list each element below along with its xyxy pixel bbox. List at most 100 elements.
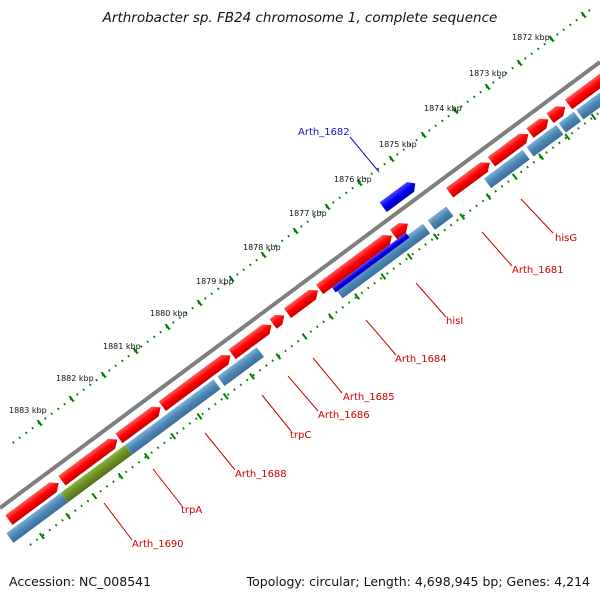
scale-tick (301, 333, 308, 340)
cds-forward[interactable] (389, 219, 412, 240)
label-hisG[interactable]: hisG (555, 233, 577, 244)
cds-forward[interactable] (58, 435, 121, 486)
gene-label-leaders (103, 136, 554, 541)
cds-forward-right-edge[interactable] (564, 67, 600, 110)
rna-gene[interactable] (60, 444, 133, 503)
scale-tick (380, 273, 387, 280)
cds-forward[interactable] (446, 158, 493, 198)
label-trpA[interactable]: trpA (181, 505, 202, 516)
accession-text: Accession: NC_008541 (9, 574, 152, 589)
label-arth-1686[interactable]: Arth_1686 (318, 410, 370, 421)
cds-reverse[interactable] (558, 111, 582, 133)
cds-arth-1684[interactable] (332, 232, 410, 293)
kbp-label: 1873 kbp (469, 69, 507, 78)
scale-tick (38, 532, 45, 540)
scale-tick (260, 251, 267, 259)
cds-reverse-right-edge[interactable] (576, 83, 600, 120)
scale-tick (433, 233, 439, 241)
cds-forward[interactable] (526, 115, 552, 138)
leader-arth-1684 (365, 319, 397, 356)
cds-forward[interactable] (269, 311, 287, 329)
kbp-label: 1879 kbp (196, 277, 234, 286)
leader-arth-1686 (287, 375, 319, 412)
scale-tick (459, 213, 466, 221)
cds-forward[interactable] (158, 351, 234, 411)
leader-trpA (152, 468, 183, 507)
label-arth-1682[interactable]: Arth_1682 (298, 127, 350, 138)
cds-reverse[interactable] (335, 223, 431, 299)
scale-tick (580, 11, 587, 19)
cds-forward[interactable] (316, 231, 395, 295)
cds-forward[interactable] (487, 129, 532, 167)
scale-tick (249, 372, 255, 380)
scale-tick (516, 59, 523, 67)
leader-arth-1682 (349, 136, 380, 173)
scale-tick (164, 323, 171, 331)
kbp-label: 1881 kbp (103, 342, 141, 351)
kbp-label: 1874 kbp (424, 104, 462, 113)
scale-tick (170, 432, 177, 440)
label-arth-1688[interactable]: Arth_1688 (235, 469, 287, 480)
label-arth-1681[interactable]: Arth_1681 (512, 265, 564, 276)
kbp-label: 1880 kbp (150, 309, 188, 318)
cds-forward[interactable] (228, 320, 275, 360)
outer-major-ticks (36, 11, 587, 427)
cds-forward[interactable] (115, 403, 164, 444)
kbp-label: 1875 kbp (379, 140, 417, 149)
scale-tick (484, 83, 491, 91)
scale-tick (327, 313, 334, 320)
leader-arth-1690 (103, 502, 133, 541)
leader-arth-1685 (312, 357, 343, 394)
kbp-labels: 1872 kbp 1873 kbp 1874 kbp 1875 kbp 1876… (9, 33, 550, 415)
scale-tick (91, 492, 98, 500)
kbp-label: 1878 kbp (243, 243, 281, 252)
cds-reverse[interactable] (217, 347, 264, 387)
leader-trpC (261, 394, 292, 432)
scale-tick (538, 153, 545, 161)
label-trpC[interactable]: trpC (290, 430, 311, 441)
scale-tick (388, 155, 395, 163)
scale-tick (144, 452, 150, 460)
scale-tick (36, 419, 43, 427)
cds-forward[interactable] (283, 286, 322, 318)
scale-tick (564, 133, 571, 141)
scale-tick (228, 275, 235, 283)
cds-forward-left-edge[interactable] (5, 478, 62, 525)
cds-reverse[interactable] (125, 379, 221, 455)
cds-reverse-arth-1690[interactable] (6, 492, 69, 543)
cds-reverse[interactable] (483, 149, 530, 189)
scale-tick (590, 113, 597, 121)
outer-scale-dots (9, 9, 591, 446)
scale-tick (196, 412, 203, 420)
cds-forward[interactable] (546, 102, 568, 124)
label-arth-1690[interactable]: Arth_1690 (132, 539, 184, 550)
leader-arth-1681 (481, 231, 513, 267)
scale-tick (132, 347, 139, 355)
label-arth-1684[interactable]: Arth_1684 (395, 354, 447, 365)
kbp-label: 1876 kbp (334, 175, 372, 184)
cds-reverse[interactable] (526, 124, 564, 157)
map-title: Arthrobacter sp. FB24 chromosome 1, comp… (102, 10, 498, 26)
scale-tick (68, 395, 75, 403)
scale-tick (222, 392, 229, 400)
kbp-label: 1872 kbp (512, 33, 550, 42)
cds-reverse[interactable] (427, 206, 454, 230)
outer-scale-ring (9, 9, 591, 446)
kbp-label: 1882 kbp (56, 374, 94, 383)
gene-labels: Arth_1682 hisG Arth_1681 hisI Arth_1684 … (132, 127, 577, 550)
scale-tick (511, 173, 518, 181)
scale-tick (548, 35, 555, 43)
scale-tick (420, 131, 427, 139)
scale-tick (354, 293, 361, 300)
chromosome-backbone (0, 60, 600, 510)
label-hisI[interactable]: hisI (446, 316, 463, 327)
scale-tick (485, 193, 492, 201)
kbp-label: 1877 kbp (289, 209, 327, 218)
scale-tick (452, 107, 459, 115)
scale-tick (292, 227, 299, 235)
label-arth-1685[interactable]: Arth_1685 (343, 392, 395, 403)
scale-tick (65, 512, 71, 520)
cds-arth-1682[interactable] (379, 179, 419, 213)
scale-tick (406, 253, 413, 260)
